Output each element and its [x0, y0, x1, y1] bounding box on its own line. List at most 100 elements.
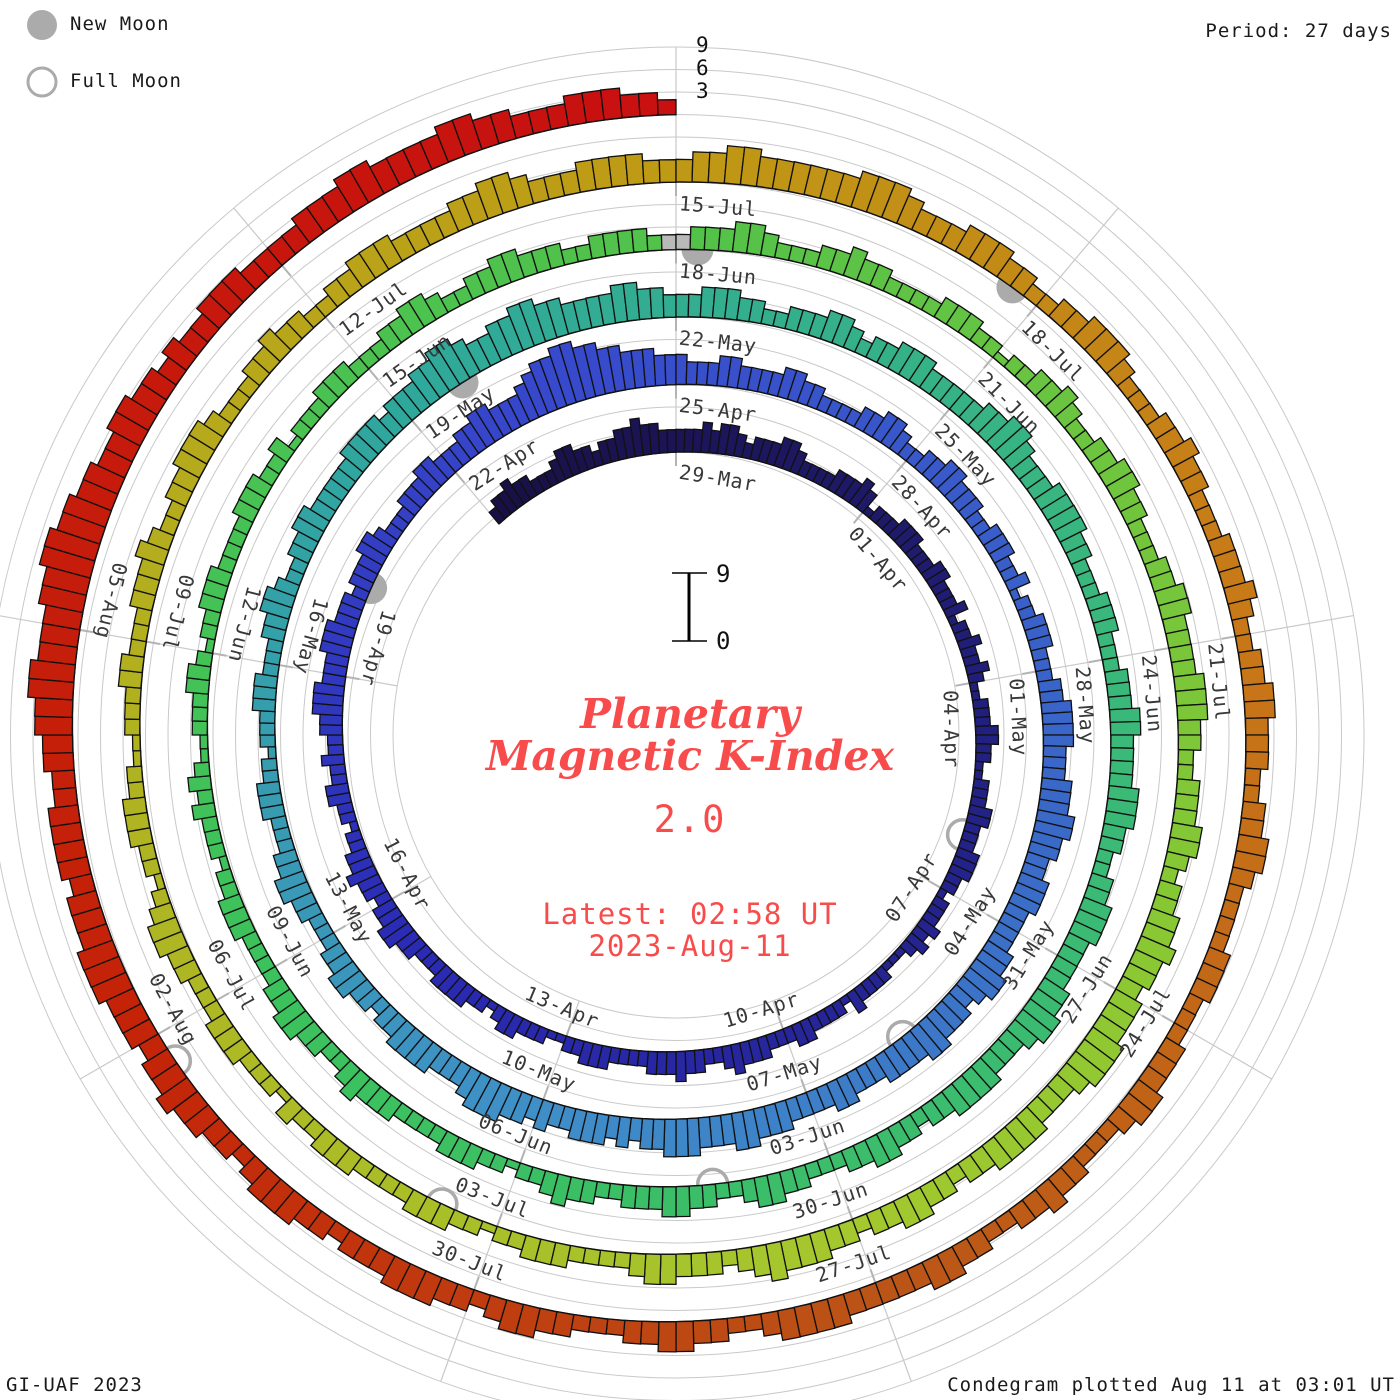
kp-bar	[915, 917, 942, 941]
kp-bar	[705, 1250, 724, 1276]
kp-bar	[675, 233, 692, 251]
kp-bar	[218, 854, 231, 872]
kp-bar	[372, 1003, 400, 1030]
kp-bar	[272, 999, 307, 1030]
kp-bar	[880, 181, 913, 225]
kp-bar	[338, 1068, 372, 1102]
kp-bar	[259, 734, 276, 748]
kp-bar	[491, 1225, 513, 1247]
kp-bar	[1109, 707, 1141, 724]
kp-bar	[385, 1019, 417, 1052]
kp-bar	[1243, 767, 1262, 787]
kp-bar	[188, 419, 224, 452]
kp-bar	[333, 1059, 362, 1087]
kp-bar	[132, 749, 142, 768]
kp-bar	[1042, 745, 1067, 759]
kp-bar	[401, 1188, 428, 1218]
latest-date: 2023-Aug-11	[588, 928, 792, 963]
kp-bar	[658, 159, 677, 184]
kp-bar	[726, 1315, 747, 1335]
kp-bar	[965, 812, 992, 830]
kp-bar	[253, 672, 279, 690]
kp-bar	[262, 585, 297, 609]
kp-bar	[675, 428, 686, 453]
kp-bar	[34, 697, 74, 719]
kp-bar	[904, 931, 930, 956]
kp-bar	[1119, 500, 1149, 526]
kp-bar	[379, 1255, 412, 1292]
kp-bar	[980, 335, 1004, 359]
kp-bar	[348, 159, 385, 204]
kp-bar	[864, 1133, 891, 1169]
kp-bar	[760, 1310, 783, 1337]
kp-bar	[606, 344, 627, 393]
kp-bar	[273, 576, 301, 598]
kp-bar	[1134, 934, 1177, 966]
kp-bar	[323, 618, 358, 640]
kp-bar	[825, 1078, 851, 1113]
full-moon-icon	[26, 66, 58, 98]
kp-bar	[855, 488, 879, 514]
kp-bar	[1242, 784, 1261, 804]
kp-bar	[988, 541, 1016, 565]
kp-bar	[474, 403, 505, 443]
kp-bar	[974, 724, 999, 736]
kp-bar	[1188, 977, 1219, 1004]
kp-bar	[1042, 734, 1075, 748]
kp-bar	[489, 108, 517, 145]
kp-bar	[616, 229, 635, 255]
kp-bar	[309, 1127, 339, 1157]
kp-bar	[121, 796, 148, 817]
kp-bar	[648, 422, 661, 455]
kp-bar	[956, 1154, 985, 1184]
kp-bar	[739, 146, 763, 188]
kp-bar	[34, 715, 74, 736]
kp-bar	[544, 242, 566, 270]
kp-bar	[1234, 632, 1254, 654]
kp-bar	[615, 1115, 632, 1149]
kp-bar	[577, 1040, 595, 1067]
kp-bar	[636, 287, 653, 321]
kp-bar	[947, 862, 974, 883]
kp-bar	[324, 782, 350, 798]
kp-bar	[124, 718, 141, 736]
kp-bar	[285, 310, 315, 340]
kp-bar	[1027, 634, 1054, 652]
kp-bar	[51, 769, 77, 791]
kp-bar	[193, 761, 211, 778]
kp-bar	[639, 1117, 655, 1150]
kp-bar	[518, 1234, 542, 1263]
kp-bar	[982, 241, 1016, 278]
kp-bar	[649, 287, 665, 319]
kp-bar	[675, 1185, 691, 1218]
kp-bar	[675, 1118, 689, 1158]
kp-bar	[1245, 734, 1270, 753]
date-label: 04-Apr	[939, 690, 965, 769]
kp-bar	[52, 786, 79, 809]
kp-bar	[848, 477, 876, 509]
kp-bar	[745, 222, 767, 256]
kp-bar	[1054, 401, 1083, 429]
kp-bar	[517, 474, 539, 500]
kp-bar	[622, 281, 641, 322]
kp-bar	[880, 416, 909, 450]
kp-bar	[966, 670, 985, 685]
kp-bar	[518, 298, 547, 347]
kp-bar	[956, 633, 983, 651]
kp-bar	[1107, 694, 1133, 711]
kp-bar	[419, 455, 450, 487]
kp-bar	[675, 1050, 687, 1083]
kp-bar	[613, 1251, 632, 1270]
kp-bar	[1243, 699, 1276, 720]
kp-bar	[790, 1021, 810, 1048]
kp-bar	[781, 439, 803, 473]
kp-bar	[1240, 665, 1266, 687]
kp-bar	[140, 366, 178, 401]
kp-bar	[940, 1082, 972, 1117]
kp-bar	[701, 1183, 719, 1209]
kp-bar	[123, 702, 141, 721]
kp-bar	[631, 227, 649, 253]
scalebar-0: 0	[716, 627, 731, 655]
kp-bar	[646, 234, 663, 252]
kp-bar	[664, 354, 677, 386]
